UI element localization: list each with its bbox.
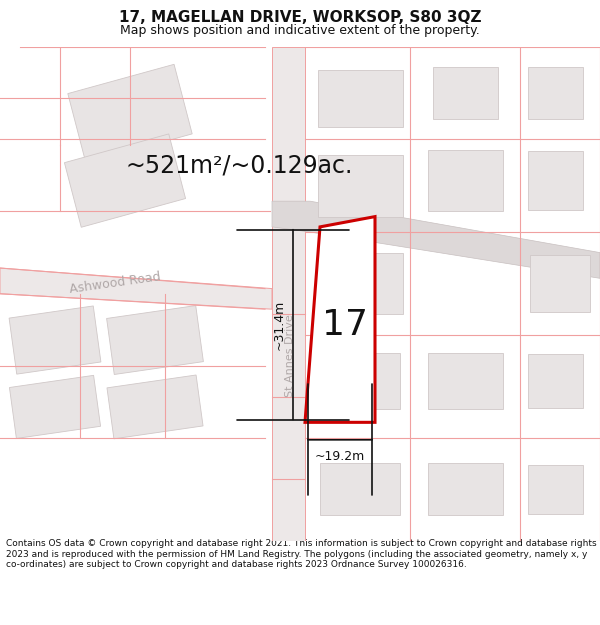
- Polygon shape: [0, 268, 272, 309]
- Polygon shape: [305, 217, 375, 422]
- Polygon shape: [427, 464, 503, 515]
- Text: St Annes Drive: St Annes Drive: [285, 314, 295, 397]
- Text: 17: 17: [322, 308, 368, 342]
- Polygon shape: [317, 70, 403, 127]
- Polygon shape: [527, 354, 583, 408]
- Polygon shape: [320, 353, 400, 409]
- Text: ~521m²/~0.129ac.: ~521m²/~0.129ac.: [125, 153, 352, 177]
- Text: ~31.4m: ~31.4m: [273, 299, 286, 350]
- Text: 17, MAGELLAN DRIVE, WORKSOP, S80 3QZ: 17, MAGELLAN DRIVE, WORKSOP, S80 3QZ: [119, 10, 481, 25]
- Polygon shape: [272, 47, 305, 541]
- Polygon shape: [10, 376, 101, 439]
- Text: ~19.2m: ~19.2m: [315, 450, 365, 462]
- Polygon shape: [427, 150, 503, 211]
- Text: Contains OS data © Crown copyright and database right 2021. This information is : Contains OS data © Crown copyright and d…: [6, 539, 596, 569]
- Polygon shape: [107, 306, 203, 374]
- Polygon shape: [272, 201, 600, 278]
- Polygon shape: [317, 155, 403, 217]
- Polygon shape: [317, 253, 403, 314]
- Polygon shape: [320, 464, 400, 515]
- Polygon shape: [427, 353, 503, 409]
- Polygon shape: [527, 68, 583, 119]
- Polygon shape: [527, 464, 583, 514]
- Polygon shape: [64, 134, 185, 228]
- Polygon shape: [530, 255, 590, 312]
- Polygon shape: [527, 151, 583, 211]
- Text: Ashwood Road: Ashwood Road: [68, 271, 161, 296]
- Polygon shape: [433, 68, 497, 119]
- Polygon shape: [107, 375, 203, 439]
- Text: Map shows position and indicative extent of the property.: Map shows position and indicative extent…: [120, 24, 480, 36]
- Polygon shape: [68, 64, 192, 163]
- Polygon shape: [9, 306, 101, 374]
